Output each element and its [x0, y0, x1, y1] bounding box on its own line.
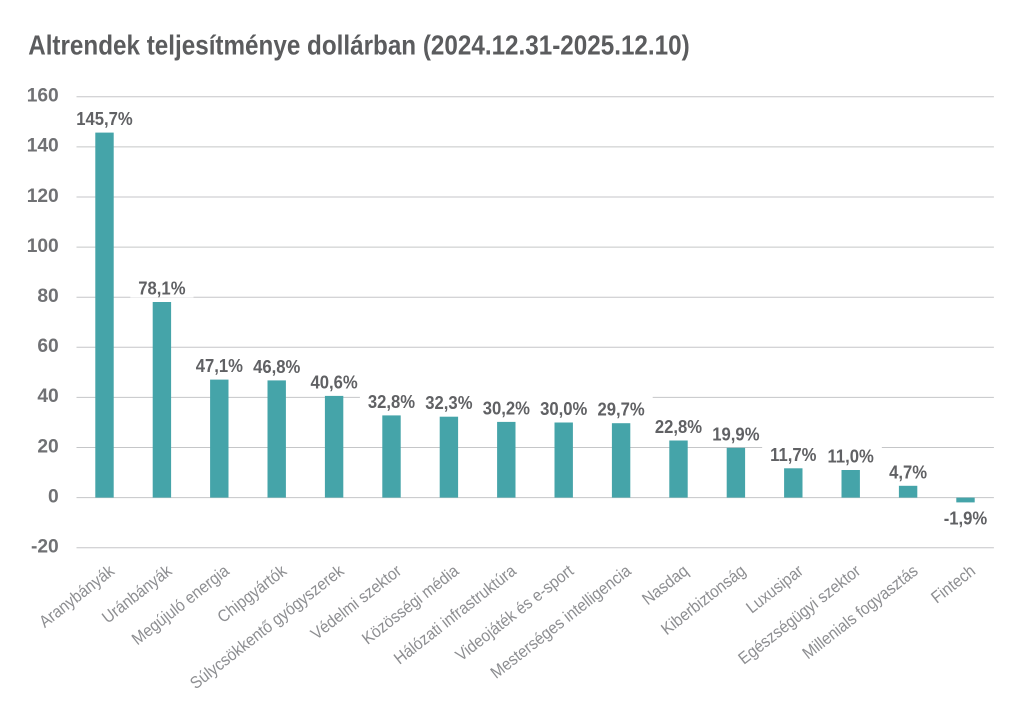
svg-text:30,2%: 30,2% [483, 398, 530, 418]
svg-text:11,7%: 11,7% [770, 445, 816, 465]
svg-text:40,6%: 40,6% [311, 372, 358, 392]
svg-text:19,9%: 19,9% [712, 424, 759, 444]
svg-text:32,8%: 32,8% [368, 392, 415, 412]
svg-text:0: 0 [48, 486, 59, 507]
svg-text:29,7%: 29,7% [598, 400, 645, 420]
svg-text:160: 160 [27, 86, 59, 107]
svg-text:40: 40 [37, 386, 58, 407]
svg-text:-20: -20 [31, 537, 59, 558]
svg-text:20: 20 [37, 436, 58, 457]
svg-text:47,1%: 47,1% [196, 356, 243, 376]
svg-text:46,8%: 46,8% [253, 357, 300, 377]
svg-text:-1,9%: -1,9% [944, 509, 987, 529]
svg-text:4,7%: 4,7% [889, 462, 927, 482]
svg-text:22,8%: 22,8% [655, 417, 702, 437]
svg-text:145,7%: 145,7% [76, 109, 132, 129]
svg-text:32,3%: 32,3% [425, 393, 472, 413]
svg-text:78,1%: 78,1% [138, 279, 185, 299]
svg-text:100: 100 [27, 236, 59, 257]
svg-text:120: 120 [27, 186, 59, 207]
svg-text:140: 140 [27, 136, 59, 157]
svg-text:60: 60 [37, 336, 58, 357]
svg-text:11,0%: 11,0% [828, 447, 874, 467]
svg-text:80: 80 [37, 286, 58, 307]
svg-text:Altrendek teljesítménye dollár: Altrendek teljesítménye dollárban (2024.… [28, 29, 690, 60]
svg-text:30,0%: 30,0% [540, 399, 587, 419]
